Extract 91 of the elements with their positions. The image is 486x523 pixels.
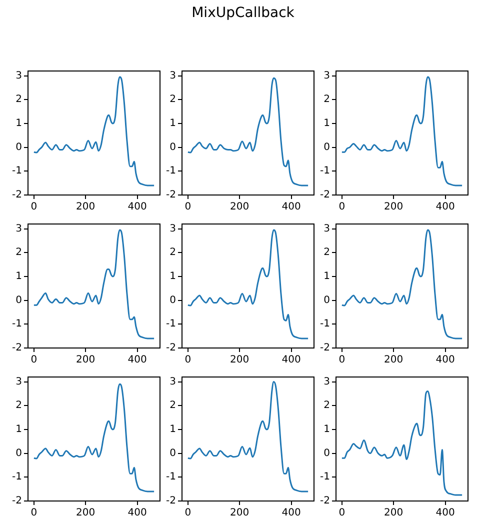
x-tick-label: 200 [384, 508, 404, 519]
y-tick-label: -2 [166, 496, 176, 507]
x-tick-label: 400 [436, 508, 455, 519]
y-tick-label: 3 [324, 70, 330, 82]
y-tick-label: 3 [16, 70, 22, 82]
x-tick-label: 0 [30, 508, 38, 519]
x-tick-label: 0 [338, 508, 346, 519]
y-tick-label: 0 [16, 448, 22, 459]
y-tick-label: 3 [170, 376, 176, 388]
x-tick-label: 200 [76, 354, 96, 366]
y-tick-label: -1 [166, 318, 176, 330]
x-tick-label: 0 [184, 354, 192, 366]
y-tick-label: 2 [170, 247, 176, 258]
y-tick-label: -1 [320, 318, 330, 330]
y-tick-label: 3 [324, 223, 330, 234]
x-tick-label: 200 [76, 202, 96, 213]
y-tick-label: 0 [324, 142, 330, 153]
x-tick-label: 400 [128, 354, 147, 366]
y-tick-label: -2 [12, 496, 22, 507]
y-tick-label: -1 [12, 318, 22, 330]
x-tick-label: 0 [184, 508, 192, 519]
y-tick-label: 1 [170, 118, 176, 130]
x-tick-label: 0 [338, 202, 346, 213]
y-tick-label: -2 [166, 190, 176, 201]
x-tick-label: 400 [282, 354, 301, 366]
y-tick-label: -2 [320, 342, 330, 354]
y-tick-label: 3 [16, 376, 22, 388]
y-tick-label: -1 [166, 472, 176, 483]
y-tick-label: -2 [12, 342, 22, 354]
y-tick-label: 2 [170, 400, 176, 412]
y-tick-label: 0 [324, 448, 330, 459]
x-tick-label: 200 [76, 508, 96, 519]
x-tick-label: 0 [184, 202, 192, 213]
x-tick-label: 200 [384, 202, 404, 213]
x-tick-label: 400 [436, 354, 455, 366]
y-tick-label: 1 [170, 271, 176, 282]
y-tick-label: 3 [170, 223, 176, 234]
line-series [187, 381, 309, 492]
y-tick-label: 2 [16, 400, 22, 412]
y-tick-label: 1 [16, 271, 22, 282]
line-series [187, 229, 309, 340]
y-tick-label: 1 [170, 424, 176, 436]
x-tick-label: 400 [128, 202, 147, 213]
x-tick-label: 200 [230, 354, 250, 366]
x-tick-label: 400 [128, 508, 147, 519]
line-series [33, 383, 155, 492]
y-tick-label: -1 [320, 166, 330, 177]
y-tick-label: -1 [166, 166, 176, 177]
y-tick-label: -1 [12, 472, 22, 483]
chart-title: MixUpCallback [190, 5, 296, 21]
y-tick-label: -1 [12, 166, 22, 177]
line-series [341, 390, 463, 496]
x-tick-label: 200 [230, 508, 250, 519]
x-tick-label: 0 [338, 354, 346, 366]
y-tick-label: 2 [324, 400, 330, 412]
y-tick-label: 1 [324, 271, 330, 282]
y-tick-label: 0 [16, 142, 22, 153]
y-tick-label: 1 [324, 424, 330, 436]
x-tick-label: 0 [30, 354, 38, 366]
y-tick-label: 1 [16, 424, 22, 436]
y-tick-label: 2 [16, 247, 22, 258]
x-tick-label: 400 [282, 508, 301, 519]
x-tick-label: 0 [30, 202, 38, 213]
x-tick-label: 400 [282, 202, 301, 213]
y-tick-label: 2 [324, 94, 330, 106]
y-tick-label: 3 [324, 376, 330, 388]
line-series [341, 76, 463, 186]
line-series [341, 229, 463, 340]
y-tick-label: 1 [324, 118, 330, 130]
y-tick-label: 0 [170, 142, 176, 153]
line-series [33, 229, 155, 340]
line-series [187, 77, 309, 186]
y-tick-label: 0 [324, 294, 330, 306]
y-tick-label: 0 [170, 448, 176, 459]
y-tick-label: 2 [16, 94, 22, 106]
y-tick-label: 2 [170, 94, 176, 106]
y-tick-label: -1 [320, 472, 330, 483]
x-tick-label: 400 [436, 202, 455, 213]
line-series [33, 76, 155, 186]
y-tick-label: 1 [16, 118, 22, 130]
y-tick-label: 2 [324, 247, 330, 258]
y-tick-label: 3 [170, 70, 176, 82]
y-tick-label: -2 [320, 496, 330, 507]
y-tick-label: 0 [170, 294, 176, 306]
x-tick-label: 200 [230, 202, 250, 213]
y-tick-label: 0 [16, 294, 22, 306]
y-tick-label: -2 [12, 190, 22, 201]
y-tick-label: -2 [166, 342, 176, 354]
y-tick-label: 3 [16, 223, 22, 234]
y-tick-label: -2 [320, 190, 330, 201]
x-tick-label: 200 [384, 354, 404, 366]
